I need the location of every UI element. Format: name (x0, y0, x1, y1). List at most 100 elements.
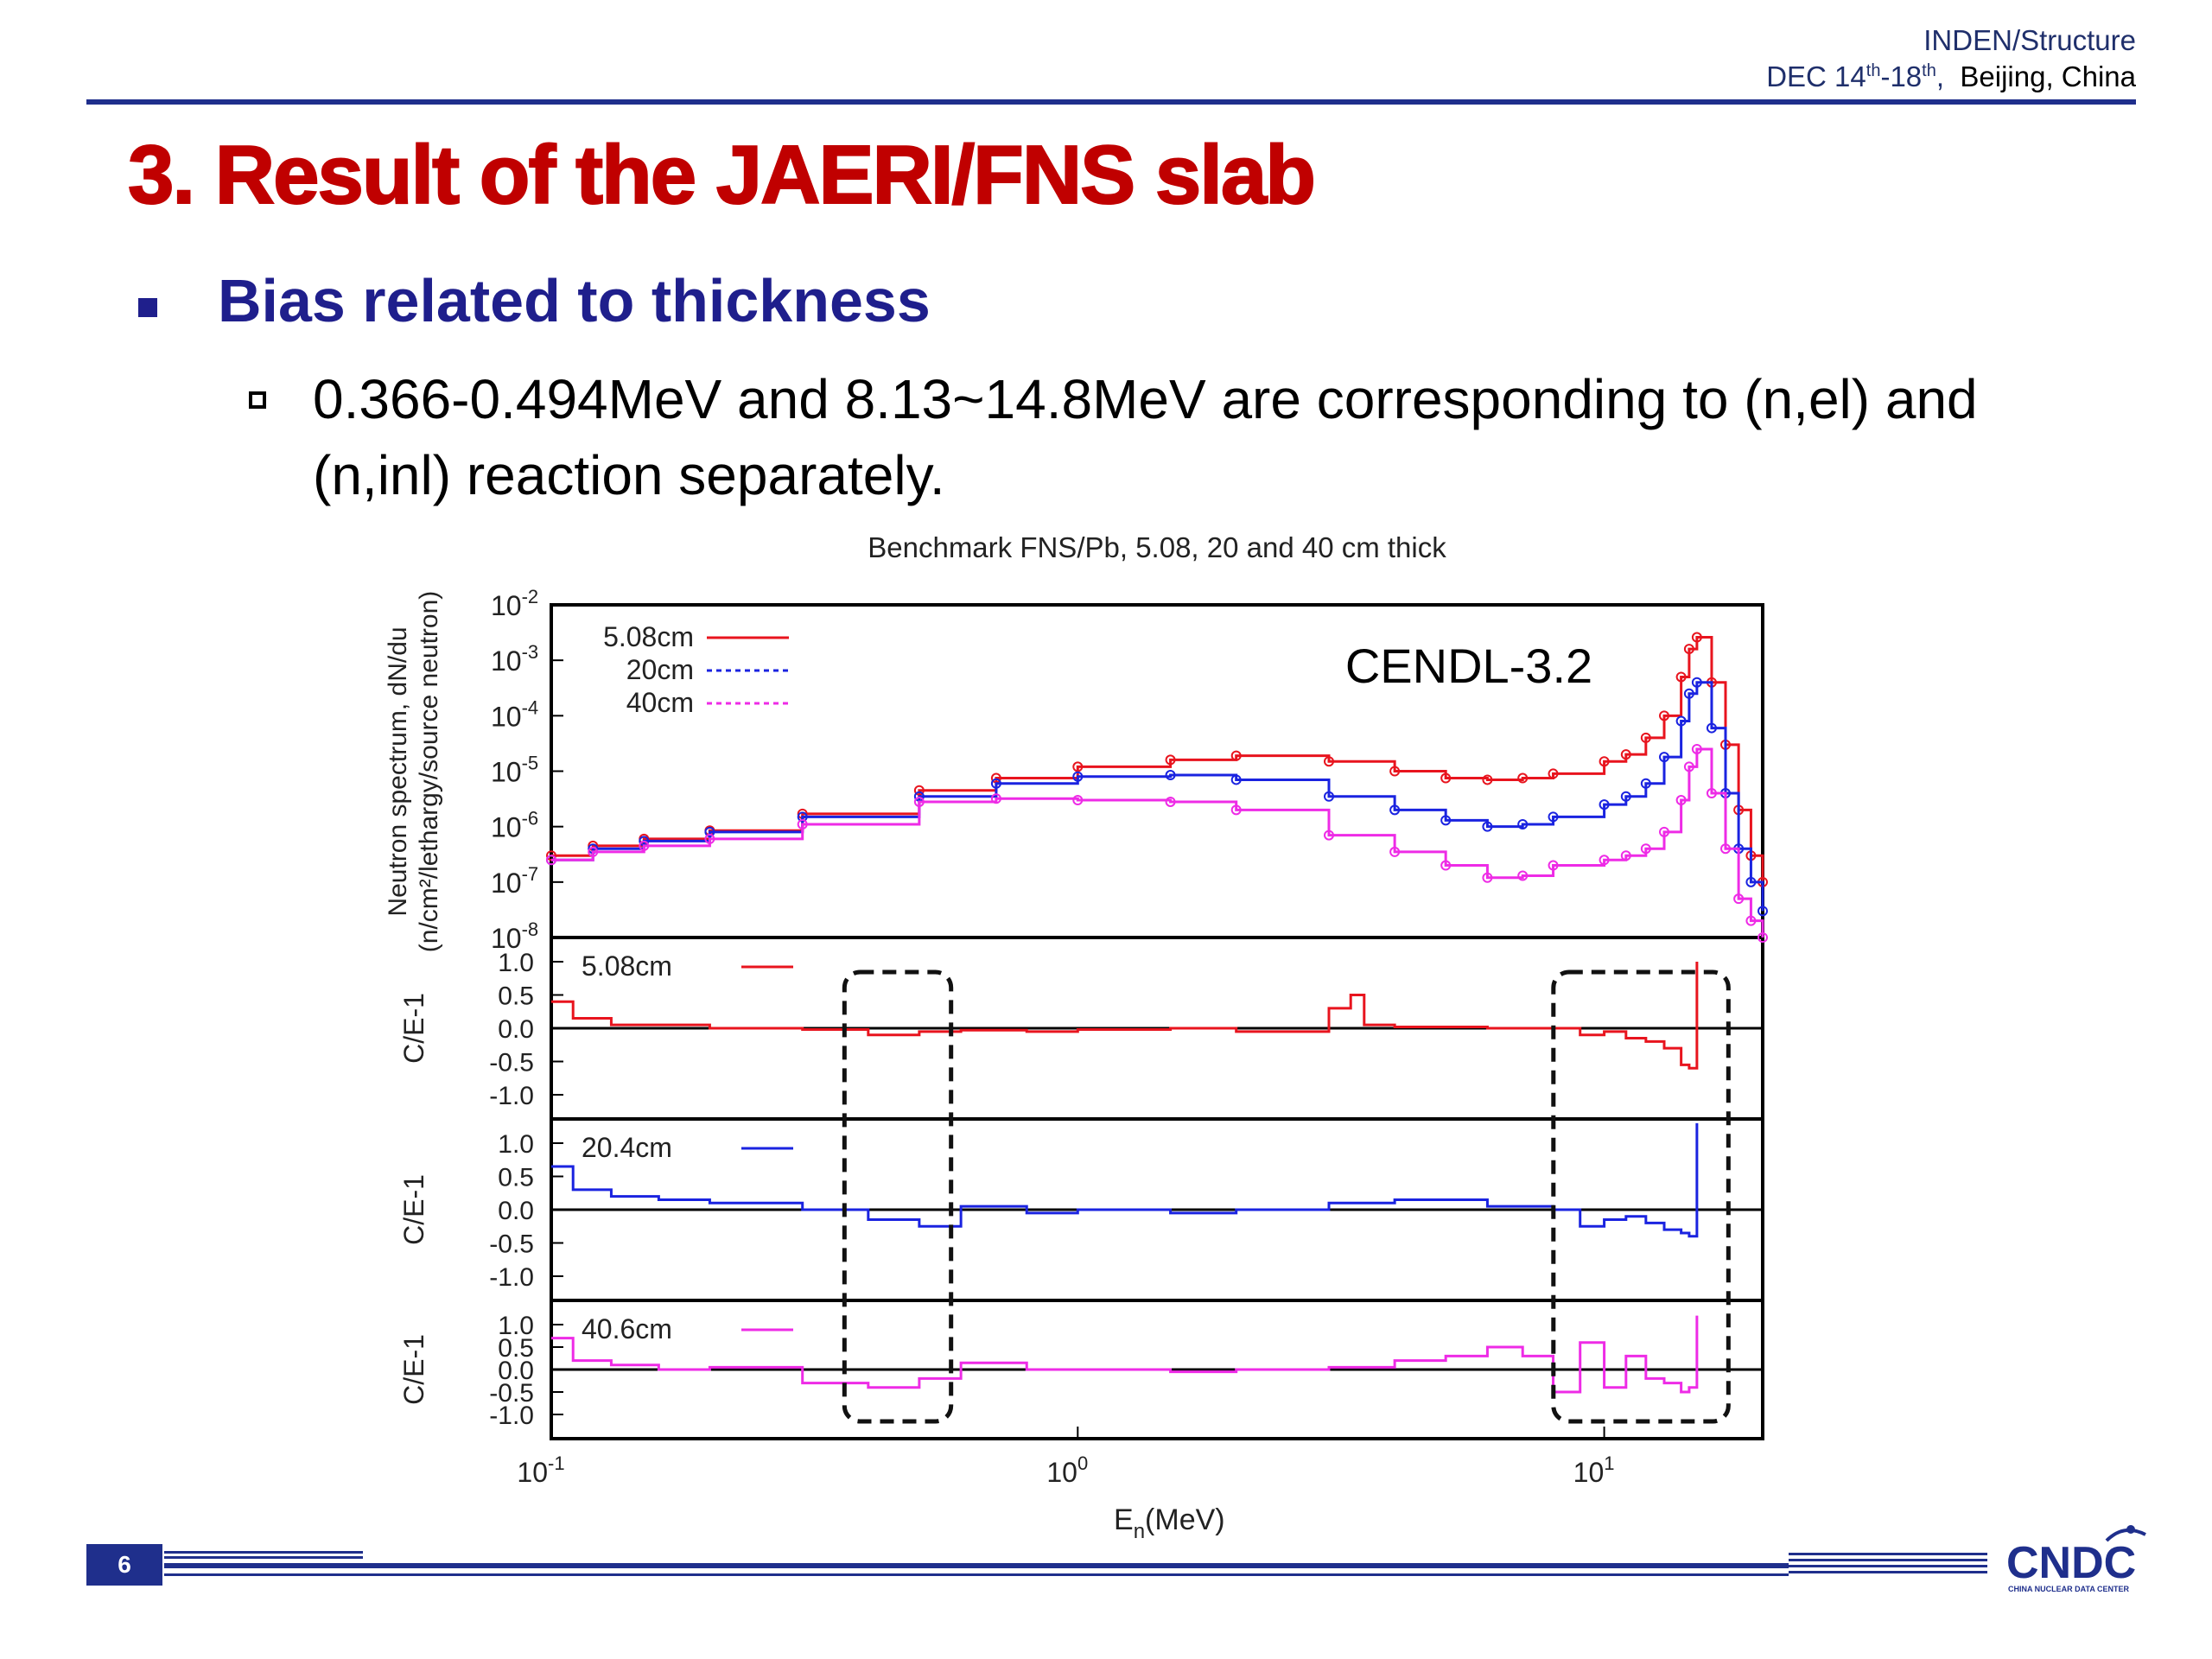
chart-title: Benchmark FNS/Pb, 5.08, 20 and 40 cm thi… (868, 531, 1446, 563)
spectrum-point (1165, 770, 1176, 781)
spectrum-point (704, 826, 715, 837)
date-mid: -18 (1880, 60, 1923, 92)
spectrum-point (1675, 795, 1687, 806)
spectrum-point (1165, 754, 1176, 766)
spectrum-point (1758, 906, 1768, 917)
ratio-ytick-label: 0.5 (498, 1164, 534, 1192)
spectrum-point (1072, 771, 1084, 782)
spectrum-point (1389, 766, 1401, 777)
spectrum-point (1719, 843, 1731, 855)
spectrum-point (1706, 788, 1717, 799)
spectrum-point (1599, 799, 1610, 810)
spectrum-point (1683, 644, 1694, 655)
logo-subtext: CHINA NUCLEAR DATA CENTER (2008, 1585, 2129, 1593)
x-tick-label: 100 (1046, 1452, 1088, 1488)
highlight-box (842, 969, 954, 1424)
logo-text: CNDC (2006, 1538, 2136, 1588)
ratio-ytick-label: -1.0 (489, 1402, 534, 1430)
ratio-ytick-label: -1.0 (489, 1082, 534, 1110)
spectrum-ytick-exp: -2 (522, 586, 539, 607)
spectrum-point (1675, 671, 1687, 683)
spectrum-point (1758, 932, 1768, 943)
ratio-ytick-label: -0.5 (489, 1230, 534, 1259)
x-tick-label: 10-1 (517, 1452, 564, 1488)
spectrum-ylabel-line1: Neutron spectrum, dN/du (384, 626, 412, 916)
spectrum-point (546, 855, 556, 866)
spectrum-ytick-label: 10-8 (491, 918, 538, 954)
spectrum-point (1548, 768, 1559, 779)
spectrum-point (1706, 722, 1717, 734)
spectrum-point (1389, 804, 1401, 816)
spectrum-ytick-label: 10-6 (491, 808, 538, 843)
spectrum-point (990, 778, 1001, 789)
spectrum-point (1482, 872, 1493, 883)
spectrum-point (1517, 819, 1529, 830)
spectrum-point (1482, 774, 1493, 785)
spectrum-point (797, 819, 808, 830)
spectrum-point (1230, 750, 1242, 761)
x-axis-label-unit: (MeV) (1145, 1503, 1225, 1536)
ratio-ytick-label: 0.5 (498, 1334, 534, 1363)
spectrum-point (1599, 756, 1610, 767)
x-axis-label: En(MeV) (1114, 1503, 1225, 1543)
spectrum-point (1323, 791, 1334, 802)
spectrum-point (1659, 752, 1670, 763)
ratio-ylabel: C/E-1 (398, 993, 429, 1064)
date-sup2: th (1922, 61, 1936, 80)
spectrum-point (1733, 893, 1745, 905)
spectrum-point (1548, 860, 1559, 871)
spectrum-ytick-label: 10-4 (491, 696, 538, 732)
ratio-legend-label: 5.08cm (582, 950, 672, 982)
spectrum-ytick-label: 10-3 (491, 641, 538, 677)
ratio-ytick-label: 0.5 (498, 982, 534, 1011)
sub-bullet-square-icon (249, 391, 266, 409)
date-prefix: DEC 14 (1766, 60, 1866, 92)
spectrum-point (1548, 811, 1559, 823)
slide-title: 3. Result of the JAERI/FNS slab (127, 128, 1317, 222)
ratio-legend-label: 20.4cm (582, 1132, 672, 1163)
chart: Benchmark FNS/Pb, 5.08, 20 and 40 cm thi… (384, 531, 1768, 1543)
header-location: Beijing, China (1960, 60, 2136, 92)
spectrum-ytick-label: 10-7 (491, 863, 538, 899)
date-suffix: , (1936, 60, 1945, 92)
header-rule (86, 99, 2136, 105)
spectrum-point (1691, 743, 1702, 754)
ratio-ytick-label: -0.5 (489, 1379, 534, 1408)
legend-label: 40cm (626, 687, 694, 718)
spectrum-point (1599, 855, 1610, 866)
legend-label: 20cm (626, 654, 694, 685)
spectrum-series-40cm (551, 747, 1764, 938)
spectrum-point (1230, 774, 1242, 785)
spectrum-ytick-label: 10-2 (491, 586, 538, 621)
ratio-series-5.08cm (551, 962, 1699, 1070)
highlight-box (1551, 969, 1731, 1424)
header-org: INDEN/Structure (1923, 24, 2136, 56)
chart-annotation: CENDL-3.2 (1345, 639, 1592, 693)
spectrum-point (1482, 821, 1493, 832)
spectrum-point (1640, 732, 1651, 743)
footer-lines (164, 1551, 1987, 1576)
spectrum-point (1389, 846, 1401, 857)
bullet-heading: Bias related to thickness (218, 267, 931, 334)
spectrum-ytick-exp: -6 (522, 808, 539, 830)
ratio-ylabel: C/E-1 (398, 1334, 429, 1405)
spectrum-point (1072, 761, 1084, 772)
ratio-ylabel: C/E-1 (398, 1174, 429, 1245)
x-tick-exp: 1 (1604, 1452, 1614, 1474)
spectrum-point (1691, 677, 1702, 688)
spectrum-point (913, 785, 925, 796)
ratio-series-40.6cm (551, 1315, 1699, 1394)
x-tick-exp: 0 (1077, 1452, 1088, 1474)
x-tick-exp: -1 (548, 1452, 565, 1474)
spectrum-point (1440, 860, 1452, 871)
spectrum-point (1745, 915, 1757, 926)
spectrum-point (1323, 756, 1334, 767)
bullet-square-icon (138, 298, 157, 317)
spectrum-ylabel-line2: (n/cm²/lethargy/source neutron) (415, 591, 443, 953)
spectrum-ytick-exp: -3 (522, 641, 539, 663)
spectrum-point (1620, 850, 1631, 861)
spectrum-point (1620, 749, 1631, 760)
spectrum-point (1517, 772, 1529, 784)
spectrum-point (913, 796, 925, 807)
ratio-ytick-label: -0.5 (489, 1049, 534, 1077)
